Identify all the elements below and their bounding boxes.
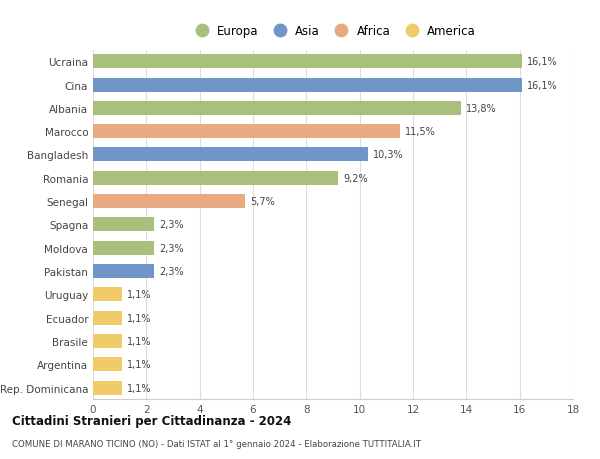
Text: 2,3%: 2,3% (159, 220, 184, 230)
Bar (93, 334, 122, 348)
Text: 1,1%: 1,1% (127, 313, 152, 323)
Bar (93, 125, 400, 139)
Bar (93, 195, 245, 209)
Text: 13,8%: 13,8% (466, 104, 496, 114)
Text: 9,2%: 9,2% (343, 174, 368, 184)
Text: 2,3%: 2,3% (159, 266, 184, 276)
Text: 16,1%: 16,1% (527, 80, 558, 90)
Text: COMUNE DI MARANO TICINO (NO) - Dati ISTAT al 1° gennaio 2024 - Elaborazione TUTT: COMUNE DI MARANO TICINO (NO) - Dati ISTA… (12, 439, 421, 448)
Bar (93, 358, 122, 371)
Bar (93, 264, 154, 279)
Text: 2,3%: 2,3% (159, 243, 184, 253)
Text: 1,1%: 1,1% (127, 383, 152, 393)
Text: Cittadini Stranieri per Cittadinanza - 2024: Cittadini Stranieri per Cittadinanza - 2… (12, 414, 292, 428)
Bar (93, 55, 523, 69)
Text: 16,1%: 16,1% (527, 57, 558, 67)
Text: 5,7%: 5,7% (250, 196, 275, 207)
Legend: Europa, Asia, Africa, America: Europa, Asia, Africa, America (190, 25, 476, 38)
Bar (93, 78, 523, 92)
Bar (93, 148, 368, 162)
Text: 1,1%: 1,1% (127, 290, 152, 300)
Bar (93, 218, 154, 232)
Bar (93, 171, 338, 185)
Text: 1,1%: 1,1% (127, 336, 152, 346)
Bar (93, 311, 122, 325)
Text: 10,3%: 10,3% (373, 150, 403, 160)
Text: 1,1%: 1,1% (127, 359, 152, 369)
Bar (93, 241, 154, 255)
Bar (93, 381, 122, 395)
Bar (93, 288, 122, 302)
Bar (93, 101, 461, 116)
Text: 11,5%: 11,5% (404, 127, 435, 137)
